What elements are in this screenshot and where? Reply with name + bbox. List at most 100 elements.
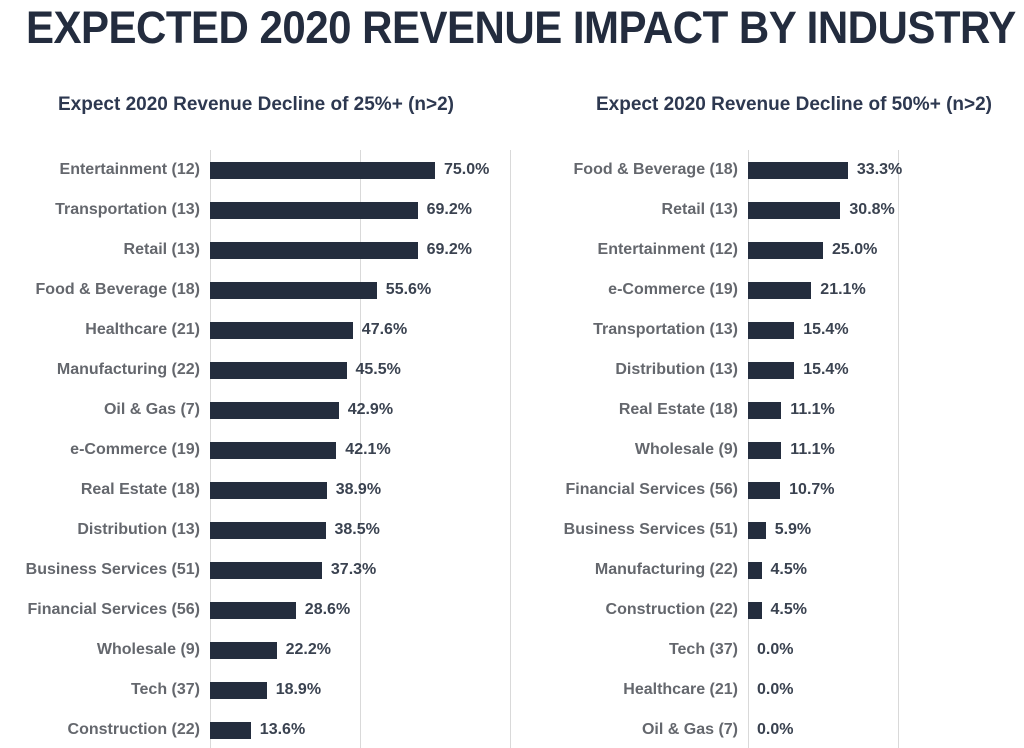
value-label: 22.2% xyxy=(285,641,331,658)
chart-row: Financial Services (56) 10.7% xyxy=(538,470,1024,510)
bar xyxy=(210,601,296,619)
bar xyxy=(210,241,418,259)
bar xyxy=(748,321,795,339)
chart-row: Manufacturing (22) 45.5% xyxy=(0,350,512,390)
chart-row: Tech (37) 0.0% xyxy=(538,630,1024,670)
value-label: 37.3% xyxy=(330,561,377,578)
chart-row: Healthcare (21) 0.0% xyxy=(538,670,1024,710)
category-label: Retail (13) xyxy=(123,241,200,258)
chart-row: Entertainment (12) 75.0% xyxy=(0,150,512,190)
value-label: 75.0% xyxy=(444,161,490,178)
category-label: Business Services (51) xyxy=(25,561,200,578)
value-label: 0.0% xyxy=(757,721,794,738)
category-label: Tech (37) xyxy=(130,681,200,698)
bar xyxy=(748,441,782,459)
chart-row: Wholesale (9) 22.2% xyxy=(0,630,512,670)
chart-row: Transportation (13) 69.2% xyxy=(0,190,512,230)
bar xyxy=(210,721,251,739)
category-label: Construction (22) xyxy=(67,721,200,738)
bar xyxy=(748,241,823,259)
chart-row: Distribution (13) 38.5% xyxy=(0,510,512,550)
value-label: 21.1% xyxy=(820,281,866,298)
chart-row: Construction (22) 4.5% xyxy=(538,590,1024,630)
bar xyxy=(748,401,782,419)
bar xyxy=(748,481,781,499)
chart-25pct-decline: Entertainment (12) 75.0% Transportation (1… xyxy=(0,150,512,748)
value-label: 11.1% xyxy=(790,441,835,458)
bar xyxy=(210,281,377,299)
value-label: 42.9% xyxy=(347,401,394,418)
value-label: 33.3% xyxy=(856,161,903,178)
category-label: Business Services (51) xyxy=(563,521,738,538)
chart-row: Manufacturing (22) 4.5% xyxy=(538,550,1024,590)
value-label: 28.6% xyxy=(304,601,351,618)
category-label: Healthcare (21) xyxy=(623,681,738,698)
chart-row: Business Services (51) 5.9% xyxy=(538,510,1024,550)
category-label: Oil & Gas (7) xyxy=(641,721,738,738)
category-label: Transportation (13) xyxy=(593,321,738,338)
category-label: Real Estate (18) xyxy=(80,481,200,498)
value-label: 15.4% xyxy=(803,361,849,378)
category-label: Construction (22) xyxy=(605,601,738,618)
bar xyxy=(748,361,795,379)
category-label: e-Commerce (19) xyxy=(70,441,200,458)
category-label: Entertainment (12) xyxy=(597,241,738,258)
chart-row: Business Services (51) 37.3% xyxy=(0,550,512,590)
bar xyxy=(210,201,418,219)
chart-row: e-Commerce (19) 21.1% xyxy=(538,270,1024,310)
value-label: 11.1% xyxy=(790,401,835,418)
bar xyxy=(210,561,322,579)
value-label: 55.6% xyxy=(385,281,432,298)
value-label: 10.7% xyxy=(789,481,835,498)
chart-row: Entertainment (12) 25.0% xyxy=(538,230,1024,270)
value-label: 4.5% xyxy=(770,601,807,618)
category-label: Retail (13) xyxy=(661,201,738,218)
category-label: Real Estate (18) xyxy=(618,401,738,418)
value-label: 69.2% xyxy=(426,241,472,258)
value-label: 5.9% xyxy=(774,521,812,538)
page-title: EXPECTED 2020 REVENUE IMPACT BY INDUSTRY xyxy=(26,2,1024,54)
chart-row: Construction (22) 13.6% xyxy=(0,710,512,748)
value-label: 38.5% xyxy=(334,521,380,538)
chart-row: Oil & Gas (7) 42.9% xyxy=(0,390,512,430)
value-label: 45.5% xyxy=(355,361,401,378)
bar xyxy=(210,401,339,419)
chart-row: Food & Beverage (18) 55.6% xyxy=(0,270,512,310)
chart-row: Distribution (13) 15.4% xyxy=(538,350,1024,390)
bar xyxy=(748,601,762,619)
chart-rows: Entertainment (12) 75.0% Transportation (1… xyxy=(0,150,512,748)
bar xyxy=(748,281,812,299)
value-label: 15.4% xyxy=(803,321,849,338)
category-label: Entertainment (12) xyxy=(59,161,200,178)
chart-rows: Food & Beverage (18) 33.3% Retail (13) 30.8… xyxy=(538,150,1024,748)
bar xyxy=(210,641,277,659)
chart-row: Tech (37) 18.9% xyxy=(0,670,512,710)
chart-row: Wholesale (9) 11.1% xyxy=(538,430,1024,470)
value-label: 18.9% xyxy=(275,681,322,698)
bar xyxy=(210,521,326,539)
chart-row: Food & Beverage (18) 33.3% xyxy=(538,150,1024,190)
chart-row: Real Estate (18) 38.9% xyxy=(0,470,512,510)
chart-50pct-decline: Food & Beverage (18) 33.3% Retail (13) 30.8… xyxy=(538,150,1024,748)
bar xyxy=(210,161,435,179)
chart-row: Healthcare (21) 47.6% xyxy=(0,310,512,350)
bar xyxy=(748,561,762,579)
chart-row: Retail (13) 30.8% xyxy=(538,190,1024,230)
chart-title-25pct: Expect 2020 Revenue Decline of 25%+ (n>2… xyxy=(57,94,454,115)
value-label: 4.5% xyxy=(770,561,807,578)
category-label: Manufacturing (22) xyxy=(56,361,200,378)
category-label: Distribution (13) xyxy=(615,361,738,378)
bar xyxy=(748,201,841,219)
category-label: Tech (37) xyxy=(668,641,738,658)
bar xyxy=(210,481,327,499)
bar xyxy=(210,681,267,699)
bar xyxy=(210,441,337,459)
chart-row: Oil & Gas (7) 0.0% xyxy=(538,710,1024,748)
bar xyxy=(748,521,766,539)
value-label: 13.6% xyxy=(259,721,306,738)
value-label: 42.1% xyxy=(345,441,391,458)
category-label: Financial Services (56) xyxy=(565,481,738,498)
category-label: Wholesale (9) xyxy=(634,441,738,458)
bar xyxy=(210,321,353,339)
